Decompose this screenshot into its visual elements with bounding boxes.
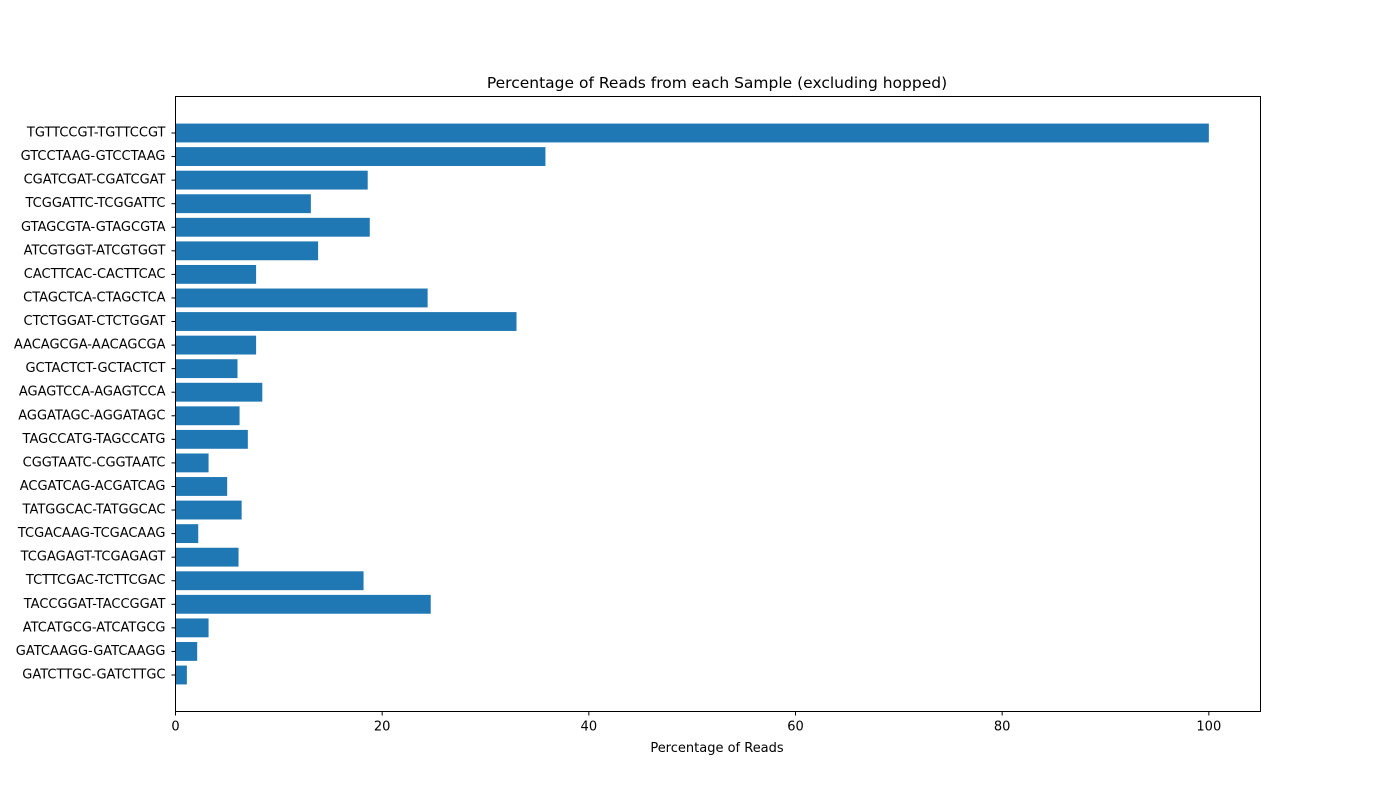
bar-gtcctaag-gtcctaag bbox=[175, 147, 546, 166]
y-tick-label: GATCAAGG-GATCAAGG bbox=[16, 644, 166, 659]
y-tick-label: TACCGGAT-TACCGGAT bbox=[23, 597, 166, 612]
y-tick-label: TAGCCATG-TAGCCATG bbox=[22, 432, 166, 447]
bar-tatggcac-tatggcac bbox=[175, 500, 242, 520]
x-tick-label: 20 bbox=[374, 720, 391, 735]
x-tick-label: 0 bbox=[171, 720, 179, 735]
y-tick-label: CGGTAATC-CGGTAATC bbox=[23, 455, 166, 470]
y-tick-label: ACGATCAG-ACGATCAG bbox=[20, 479, 166, 494]
bar-cgatcgat-cgatcgat bbox=[175, 170, 368, 190]
bar-aacagcga-aacagcga bbox=[175, 335, 257, 355]
y-tick-label: CACTTCAC-CACTTCAC bbox=[24, 267, 166, 282]
y-tick-label: AACAGCGA-AACAGCGA bbox=[14, 338, 166, 353]
x-tick-label: 40 bbox=[581, 720, 598, 735]
y-tick-label: TCTTCGAC-TCTTCGAC bbox=[25, 573, 166, 588]
bar-gctactct-gctactct bbox=[175, 359, 238, 379]
bar-ctctggat-ctctggat bbox=[175, 312, 517, 331]
bar-gatcaagg-gatcaagg bbox=[175, 642, 198, 661]
bar-gtagcgta-gtagcgta bbox=[175, 217, 370, 237]
y-tick-label: GTAGCGTA-GTAGCGTA bbox=[21, 220, 166, 235]
y-tick-label: GTCCTAAG-GTCCTAAG bbox=[21, 149, 166, 164]
bar-tcggattc-tcggattc bbox=[175, 194, 311, 214]
bar-atcgtggt-atcgtggt bbox=[175, 241, 319, 261]
bar-gatcttgc-gatcttgc bbox=[175, 665, 187, 685]
y-tick-label: GATCTTGC-GATCTTGC bbox=[22, 668, 165, 683]
x-axis-ticks: 0 20 40 60 80 100 bbox=[171, 711, 1221, 735]
y-tick-label: ATCATGCG-ATCATGCG bbox=[23, 620, 166, 635]
y-tick-label: ATCGTGGT-ATCGTGGT bbox=[24, 243, 166, 258]
bar-taccggat-taccggat bbox=[175, 594, 431, 614]
plot-frame bbox=[175, 96, 1261, 712]
bar-tgttccgt-tgttccgt bbox=[175, 123, 1209, 143]
x-tick-label: 100 bbox=[1196, 720, 1221, 735]
bar-cacttcac-cacttcac bbox=[175, 264, 257, 284]
bar-atcatgcg-atcatgcg bbox=[175, 618, 209, 638]
y-tick-label: TCGAGAGT-TCGAGAGT bbox=[20, 550, 166, 565]
y-tick-label: CTCTGGAT-CTCTGGAT bbox=[24, 314, 166, 329]
bar-tcgagagt-tcgagagt bbox=[175, 547, 239, 567]
y-tick-label: TATGGCAC-TATGGCAC bbox=[22, 503, 166, 518]
y-tick-label: CGATCGAT-CGATCGAT bbox=[24, 173, 166, 188]
chart-title: Percentage of Reads from each Sample (ex… bbox=[487, 74, 947, 92]
bar-acgatcag-acgatcag bbox=[175, 477, 228, 496]
bar-ctagctca-ctagctca bbox=[175, 288, 428, 308]
bar-tcgacaag-tcgacaag bbox=[175, 524, 199, 544]
bar-aggatagc-aggatagc bbox=[175, 406, 240, 426]
bar-agagtcca-agagtcca bbox=[175, 382, 263, 402]
y-tick-label: AGGATAGC-AGGATAGC bbox=[18, 408, 165, 423]
x-tick-label: 80 bbox=[994, 720, 1011, 735]
y-tick-label: TCGACAAG-TCGACAAG bbox=[17, 526, 166, 541]
y-tick-label: TCGGATTC-TCGGATTC bbox=[24, 196, 165, 211]
y-tick-label: CTAGCTCA-CTAGCTCA bbox=[23, 290, 165, 305]
y-axis-ticks: TGTTCCGT-TGTTCCGT GTCCTAAG-GTCCTAAG CGATCG… bbox=[14, 126, 176, 683]
y-tick-label: TGTTCCGT-TGTTCCGT bbox=[26, 126, 166, 141]
bar-cggtaatc-cggtaatc bbox=[175, 453, 209, 473]
y-tick-label: GCTACTCT-GCTACTCT bbox=[25, 361, 165, 376]
y-tick-label: AGAGTCCA-AGAGTCCA bbox=[19, 385, 166, 400]
x-axis-label: Percentage of Reads bbox=[650, 741, 784, 756]
bar-tcttcgac-tcttcgac bbox=[175, 571, 364, 591]
bar-tagccatg-tagccatg bbox=[175, 429, 248, 449]
x-tick-label: 60 bbox=[787, 720, 804, 735]
bars-layer bbox=[175, 123, 1209, 685]
